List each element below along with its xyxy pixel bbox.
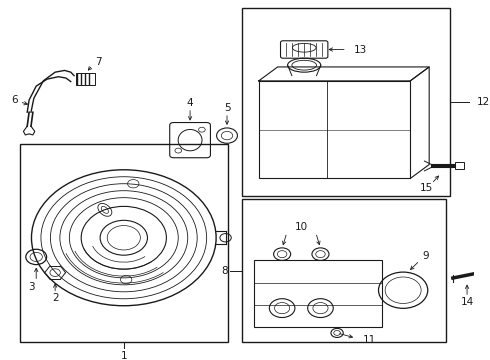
- Text: 8: 8: [221, 266, 228, 276]
- Text: 1: 1: [121, 351, 127, 360]
- Bar: [254, 260, 382, 327]
- Text: 6: 6: [12, 95, 18, 105]
- Text: 12: 12: [476, 97, 490, 107]
- Bar: [455, 162, 464, 169]
- Bar: [242, 8, 450, 196]
- Text: 11: 11: [363, 335, 376, 345]
- Text: 14: 14: [461, 297, 474, 307]
- Text: 4: 4: [187, 98, 194, 108]
- Text: 7: 7: [96, 57, 102, 67]
- Text: 9: 9: [422, 251, 429, 261]
- Text: 3: 3: [28, 282, 35, 292]
- Text: 15: 15: [420, 183, 434, 193]
- Bar: [259, 81, 410, 179]
- Text: 13: 13: [354, 45, 367, 54]
- Bar: [20, 144, 228, 342]
- Bar: [75, 73, 96, 85]
- Text: 10: 10: [294, 222, 308, 232]
- Bar: [242, 199, 446, 342]
- Text: 2: 2: [52, 293, 58, 303]
- Text: 5: 5: [224, 103, 230, 113]
